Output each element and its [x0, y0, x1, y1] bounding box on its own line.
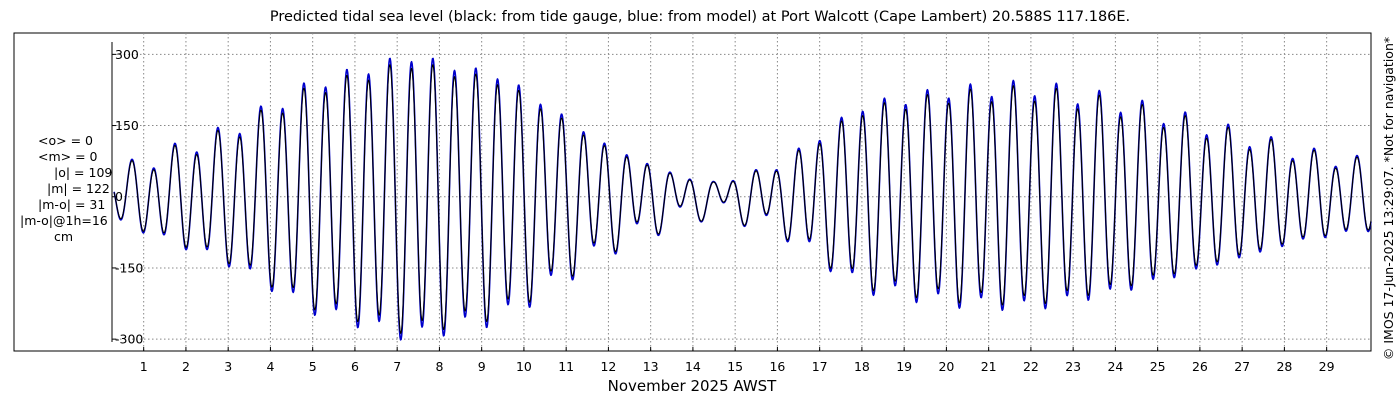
y-tick-label: -150: [115, 260, 143, 275]
x-tick-label: 9: [478, 359, 486, 374]
x-tick-label: 4: [266, 359, 274, 374]
x-tick-label: 25: [1150, 359, 1166, 374]
stat-model-mean: <m> = 0: [38, 149, 98, 164]
x-tick-label: 19: [896, 359, 912, 374]
stat-diff-abs: |m-o| = 31: [38, 197, 106, 212]
x-tick-label: 14: [685, 359, 701, 374]
x-axis-label: November 2025 AWST: [608, 377, 778, 395]
y-axis: 300 150 0 -150 -300: [112, 47, 143, 347]
x-tick-label: 11: [558, 359, 574, 374]
plot-frame: [13, 32, 1372, 352]
x-tick-label: 26: [1192, 359, 1208, 374]
stat-units: cm: [54, 229, 74, 244]
y-tick-label: 0: [115, 189, 123, 204]
x-tick-label: 23: [1065, 359, 1081, 374]
stat-obs-mean: <o> = 0: [38, 133, 93, 148]
y-tick-label: 150: [115, 118, 139, 133]
x-tick-label: 28: [1276, 359, 1292, 374]
stats-panel: <o> = 0 <m> = 0 |o| = 109 |m| = 122 |m-o…: [8, 133, 126, 245]
stat-model-abs: |m| = 122: [47, 181, 110, 196]
y-tick-label: -300: [115, 332, 143, 347]
stat-diff-1h: |m-o|@1h=16: [20, 213, 108, 228]
x-tick-label: 6: [351, 359, 359, 374]
x-tick-label: 24: [1107, 359, 1123, 374]
x-tick-label: 17: [812, 359, 828, 374]
x-tick-label: 27: [1234, 359, 1250, 374]
series-layer: [113, 57, 1372, 341]
series-line-gauge: [113, 64, 1372, 334]
chart-title: Predicted tidal sea level (black: from t…: [269, 9, 1131, 25]
x-tick-label: 5: [309, 359, 317, 374]
x-tick-label: 2: [182, 359, 190, 374]
x-tick-label: 12: [600, 359, 616, 374]
x-tick-label: 7: [393, 359, 401, 374]
x-axis: 1 2 3 4 5 6 7 8 9 10 11 12 13 14 15 16 17 18 19 20 21 22 23 24 2…: [140, 347, 1335, 374]
y-tick-label: 300: [115, 47, 139, 62]
x-tick-label: 1: [140, 359, 148, 374]
grid-lines: [112, 33, 1371, 351]
x-tick-label: 15: [727, 359, 743, 374]
x-tick-label: 22: [1023, 359, 1039, 374]
stat-obs-abs: |o| = 109: [54, 165, 113, 180]
x-tick-label: 13: [643, 359, 659, 374]
x-tick-label: 8: [435, 359, 443, 374]
x-tick-label: 16: [769, 359, 785, 374]
x-tick-label: 29: [1319, 359, 1335, 374]
x-tick-label: 10: [516, 359, 532, 374]
x-tick-label: 18: [854, 359, 870, 374]
x-tick-label: 3: [224, 359, 232, 374]
x-tick-label: 20: [938, 359, 954, 374]
x-tick-label: 21: [981, 359, 997, 374]
